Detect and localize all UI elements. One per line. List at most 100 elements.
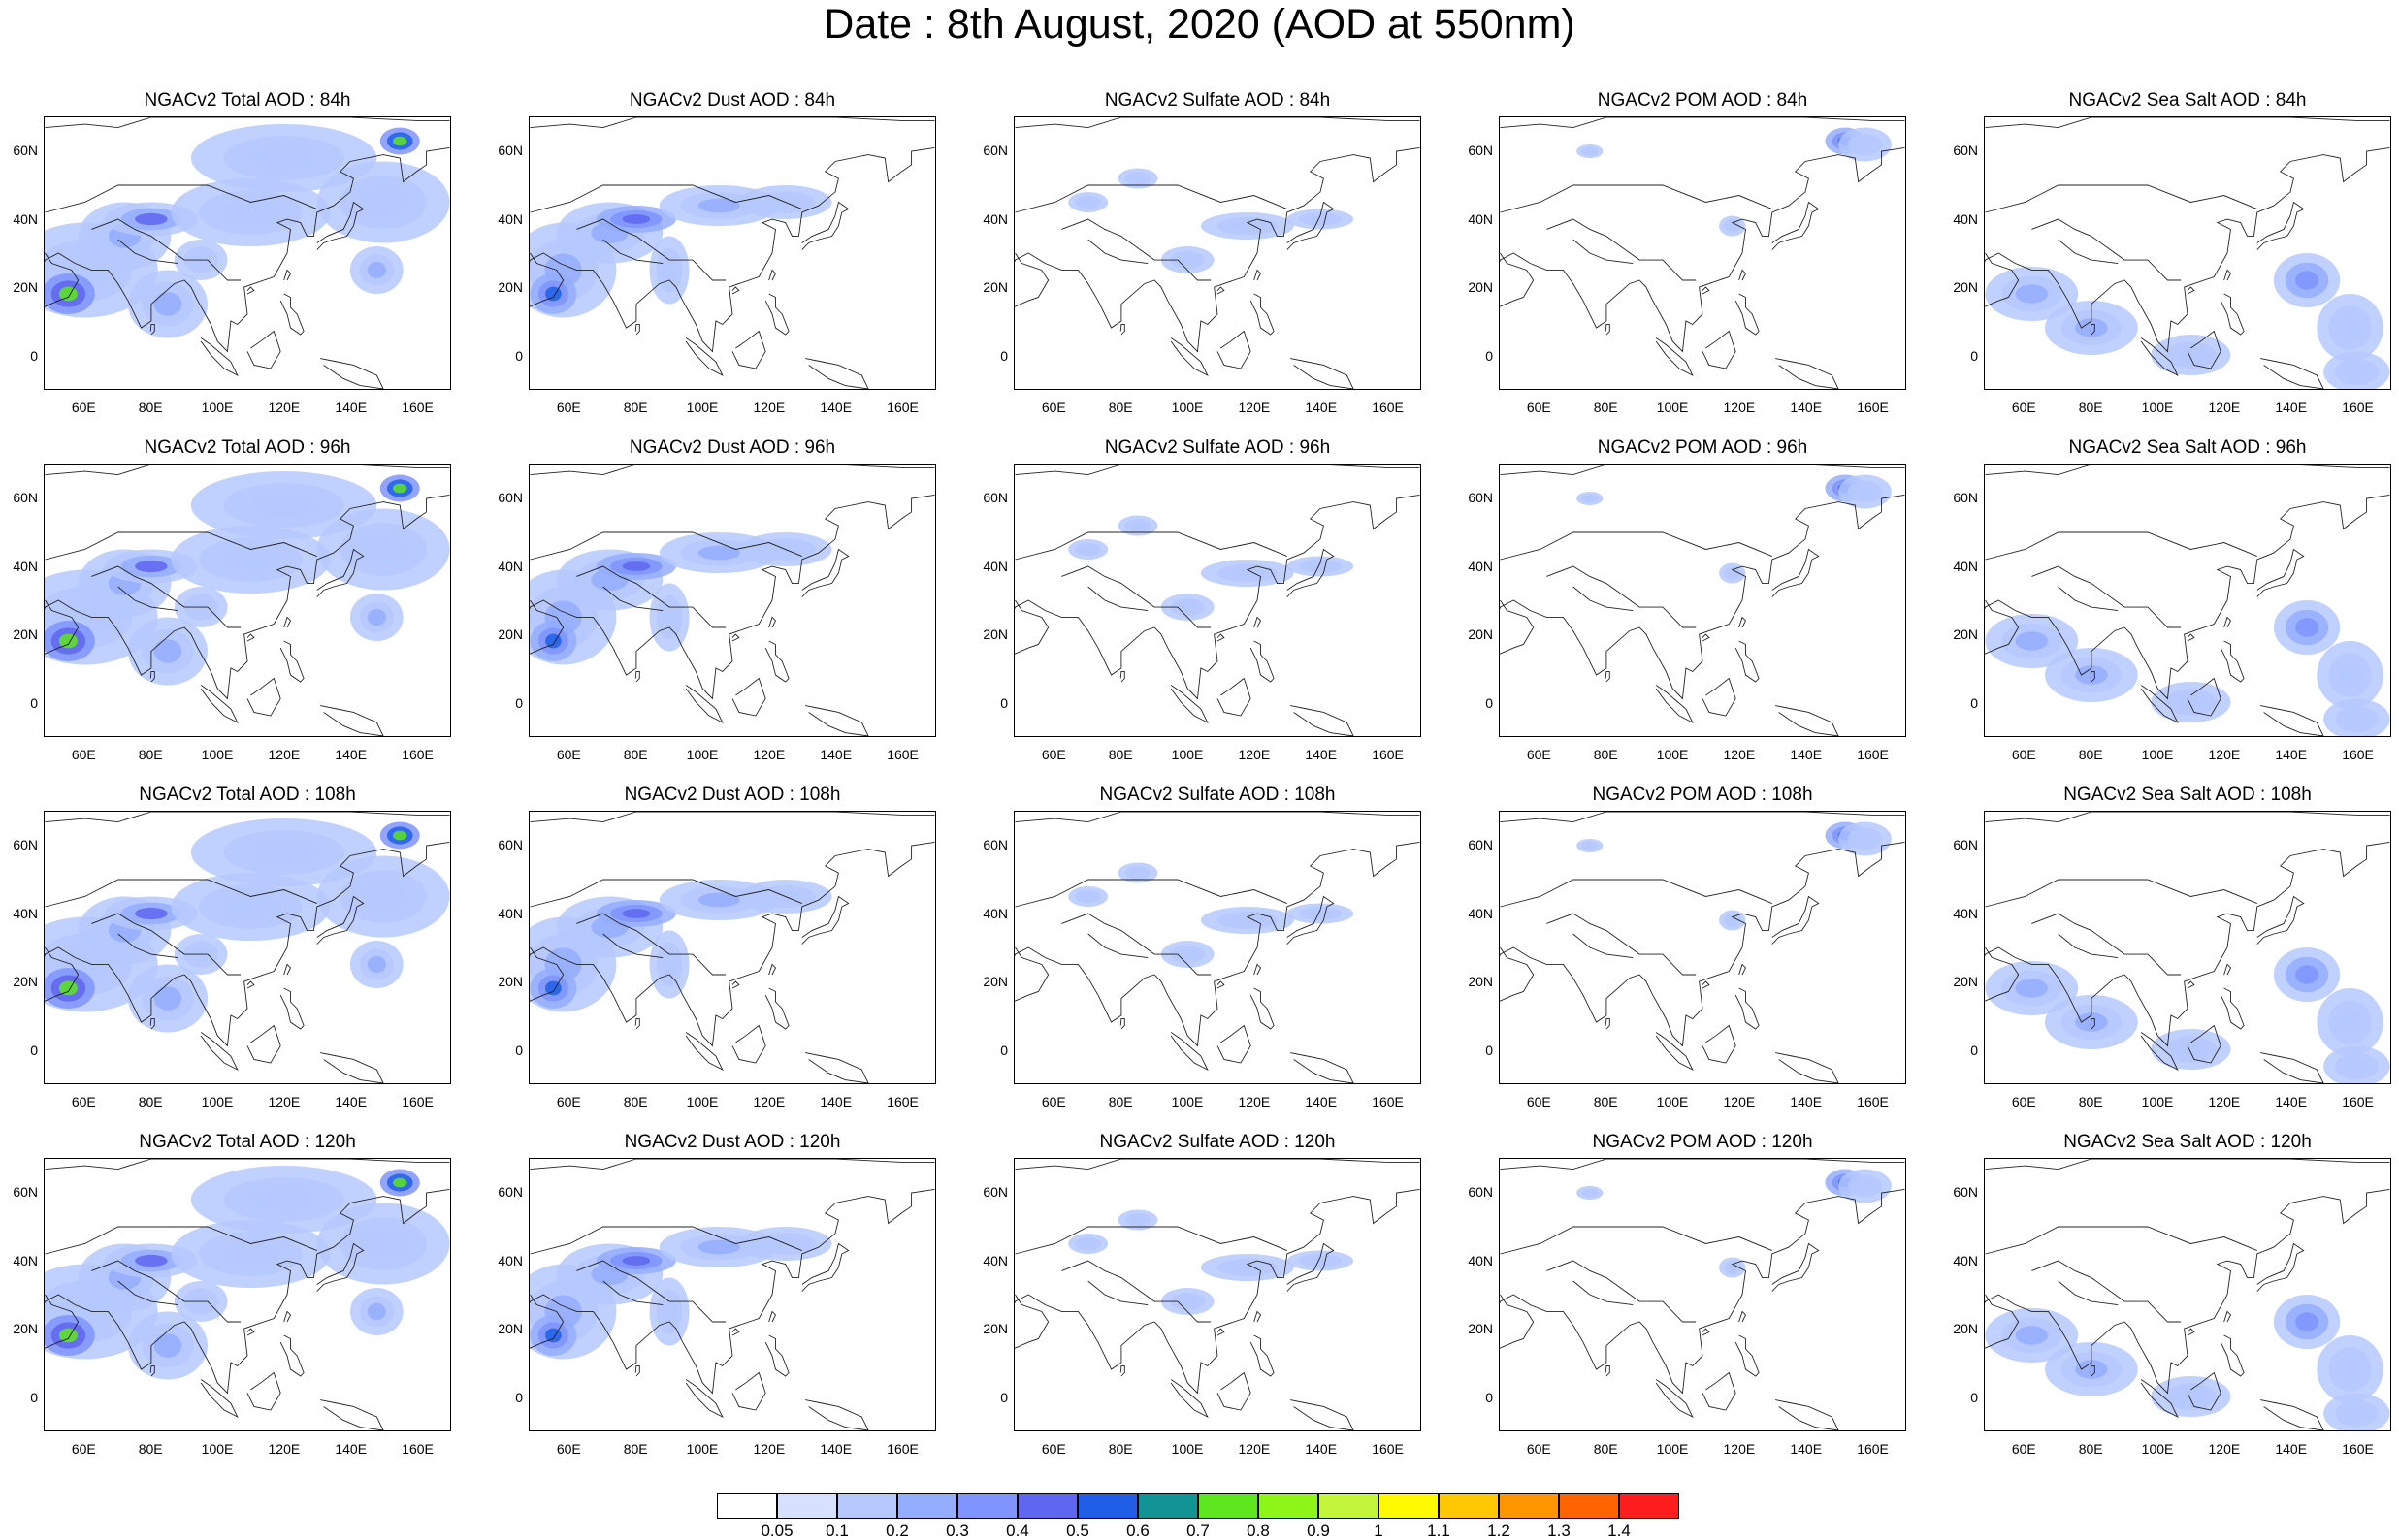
- lon-tick-label: 160E: [887, 1441, 919, 1457]
- coastline: [2031, 565, 2182, 628]
- coastline: [2223, 269, 2232, 281]
- lon-tick-label: 100E: [1171, 400, 1204, 415]
- aod-plume: [1231, 221, 1264, 231]
- panel-title: NGACv2 Dust AOD : 84h: [629, 90, 836, 111]
- lon-tick-label: 160E: [887, 400, 919, 415]
- lat-tick-label: 0: [30, 1389, 38, 1405]
- coastline: [2058, 1280, 2119, 1305]
- lon-tick-label: 80E: [1108, 400, 1133, 415]
- map-panel-dust: [529, 1158, 936, 1431]
- lat-tick-label: 40N: [1468, 210, 1493, 227]
- aod-plume: [2177, 1389, 2205, 1404]
- lat-tick-label: 20N: [498, 626, 523, 643]
- coastline: [2140, 337, 2179, 377]
- coastline: [2187, 1328, 2195, 1336]
- aod-plume: [662, 1299, 677, 1324]
- aod-map: [1500, 812, 1905, 1083]
- lon-tick-label: 80E: [623, 1441, 648, 1457]
- lon-tick-label: 140E: [2275, 1441, 2308, 1457]
- lat-tick-label: 0: [30, 694, 38, 711]
- aod-plume: [1178, 949, 1197, 959]
- map-panel-pom: [1499, 116, 1906, 390]
- lon-tick-label: 120E: [753, 1441, 786, 1457]
- coastline: [1015, 1159, 1420, 1170]
- aod-plume: [1584, 148, 1595, 154]
- coastline: [2260, 1052, 2324, 1083]
- aod-plume: [697, 892, 740, 908]
- coastline: [2140, 1379, 2179, 1419]
- coastline: [1500, 531, 1772, 561]
- coastline: [1290, 1052, 1354, 1083]
- coastline: [1015, 495, 1420, 700]
- panel-title: NGACv2 Sulfate AOD : 84h: [1104, 90, 1331, 111]
- lon-tick-label: 120E: [1238, 1094, 1271, 1109]
- coastline: [634, 324, 640, 336]
- coastline: [731, 1328, 740, 1336]
- lat-tick-label: 40N: [1953, 905, 1978, 921]
- coastline: [246, 286, 255, 295]
- coastline: [731, 980, 740, 989]
- colorbar-label: 0.3: [946, 1522, 969, 1540]
- coastline: [2187, 633, 2195, 642]
- coastline: [45, 1189, 450, 1395]
- coastline: [2187, 286, 2195, 295]
- lat-tick-label: 40N: [498, 905, 523, 921]
- coastline: [117, 933, 178, 958]
- lat-tick-label: 20N: [1468, 974, 1493, 990]
- coastline: [283, 1310, 292, 1323]
- coastline: [91, 565, 242, 628]
- lon-tick-label: 120E: [753, 400, 786, 415]
- aod-plume: [222, 200, 279, 225]
- lon-tick-label: 160E: [887, 1094, 919, 1109]
- coastline: [1500, 1189, 1905, 1395]
- coastline: [1286, 548, 1335, 597]
- lon-tick-label: 100E: [201, 747, 234, 762]
- coastline: [200, 337, 239, 377]
- coastline: [576, 1260, 727, 1323]
- lat-tick-label: 20N: [1953, 626, 1978, 643]
- colorbar-label: 0.2: [886, 1522, 909, 1540]
- coastline: [764, 1334, 790, 1377]
- coastline: [2187, 330, 2221, 369]
- lat-tick-label: 0: [1000, 1042, 1008, 1058]
- map-panel-seasalt: [1984, 811, 2391, 1084]
- coastline: [1605, 1365, 1610, 1377]
- colorbar-swatch: [1138, 1493, 1198, 1519]
- coastline: [91, 1260, 242, 1323]
- coastline: [1249, 1334, 1275, 1377]
- lon-tick-label: 140E: [820, 747, 853, 762]
- aod-plume: [1231, 568, 1264, 578]
- coastline: [530, 1189, 935, 1395]
- coastline: [2031, 218, 2182, 281]
- lon-tick-label: 120E: [753, 1094, 786, 1109]
- coastline: [731, 633, 740, 642]
- coastline: [1216, 633, 1225, 642]
- coastline: [149, 324, 155, 336]
- colorbar-swatch: [957, 1493, 1018, 1519]
- coastline: [530, 147, 935, 353]
- coastline: [2220, 640, 2245, 683]
- coastline: [2140, 685, 2179, 724]
- coastline: [1216, 1328, 1225, 1336]
- lat-tick-label: 60N: [498, 837, 523, 853]
- coastline: [602, 1280, 664, 1305]
- coastline: [246, 1024, 281, 1064]
- aod-plume: [697, 1239, 740, 1255]
- lon-tick-label: 140E: [820, 1441, 853, 1457]
- aod-plume: [2015, 284, 2049, 304]
- lon-tick-label: 60E: [556, 1094, 581, 1109]
- lon-tick-label: 80E: [2078, 1441, 2103, 1457]
- aod-plume: [1178, 602, 1197, 612]
- panel-title: NGACv2 Sulfate AOD : 120h: [1099, 1132, 1336, 1152]
- lon-tick-label: 100E: [2141, 747, 2174, 762]
- panel-title: NGACv2 POM AOD : 120h: [1592, 1132, 1813, 1152]
- coastline: [1216, 677, 1251, 717]
- coastline: [1655, 685, 1694, 724]
- aod-plume: [1081, 1239, 1095, 1248]
- coastline: [1170, 337, 1209, 377]
- lon-tick-label: 140E: [1305, 747, 1338, 762]
- aod-plume: [135, 1254, 168, 1267]
- aod-map: [45, 117, 450, 389]
- coastline: [1702, 1328, 1710, 1336]
- lat-tick-label: 20N: [498, 974, 523, 990]
